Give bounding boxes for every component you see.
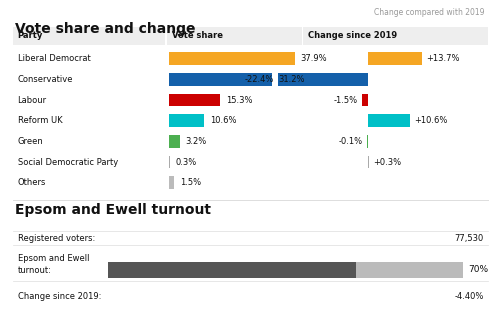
- Bar: [303, 27, 488, 45]
- Text: Epsom and Ewell turnout: Epsom and Ewell turnout: [15, 203, 211, 217]
- Bar: [368, 52, 422, 65]
- Text: -4.40%: -4.40%: [454, 291, 484, 301]
- Text: 15.3%: 15.3%: [226, 96, 252, 105]
- Text: Change since 2019:: Change since 2019:: [18, 291, 101, 301]
- Text: 3.2%: 3.2%: [186, 137, 207, 146]
- Text: Party: Party: [18, 31, 43, 40]
- Text: +0.3%: +0.3%: [372, 158, 401, 166]
- Bar: [368, 115, 410, 127]
- Text: Conservative: Conservative: [18, 75, 73, 84]
- Text: Registered voters:: Registered voters:: [18, 233, 95, 243]
- Bar: [169, 52, 294, 65]
- Text: +10.6%: +10.6%: [414, 116, 448, 125]
- Bar: [356, 262, 463, 278]
- Text: 77,530: 77,530: [455, 233, 484, 243]
- Text: -0.1%: -0.1%: [339, 137, 363, 146]
- Bar: [12, 27, 165, 45]
- Bar: [169, 73, 272, 86]
- Text: Vote share and change: Vote share and change: [15, 22, 196, 36]
- Text: Reform UK: Reform UK: [18, 116, 62, 125]
- Text: Change compared with 2019: Change compared with 2019: [374, 8, 485, 17]
- Bar: [362, 94, 368, 106]
- Text: Liberal Democrat: Liberal Democrat: [18, 54, 90, 63]
- Text: +13.7%: +13.7%: [426, 54, 460, 63]
- Text: Others: Others: [18, 178, 46, 187]
- Bar: [169, 94, 220, 106]
- Bar: [108, 262, 356, 278]
- Text: Social Democratic Party: Social Democratic Party: [18, 158, 118, 166]
- Bar: [169, 176, 174, 189]
- Text: 70%: 70%: [468, 265, 488, 274]
- Text: Epsom and Ewell
turnout:: Epsom and Ewell turnout:: [18, 254, 89, 275]
- Text: Vote share: Vote share: [172, 31, 222, 40]
- Text: 1.5%: 1.5%: [180, 178, 201, 187]
- Text: -1.5%: -1.5%: [334, 96, 357, 105]
- Text: Labour: Labour: [18, 96, 46, 105]
- Text: 0.3%: 0.3%: [176, 158, 197, 166]
- Bar: [166, 27, 302, 45]
- Text: Change since 2019: Change since 2019: [308, 31, 397, 40]
- Text: 37.9%: 37.9%: [300, 54, 327, 63]
- Text: 31.2%: 31.2%: [278, 75, 305, 84]
- Text: Green: Green: [18, 137, 44, 146]
- Bar: [169, 156, 170, 168]
- Bar: [169, 135, 179, 148]
- Bar: [278, 73, 368, 86]
- Text: -22.4%: -22.4%: [244, 75, 274, 84]
- Bar: [169, 115, 204, 127]
- Text: 10.6%: 10.6%: [210, 116, 236, 125]
